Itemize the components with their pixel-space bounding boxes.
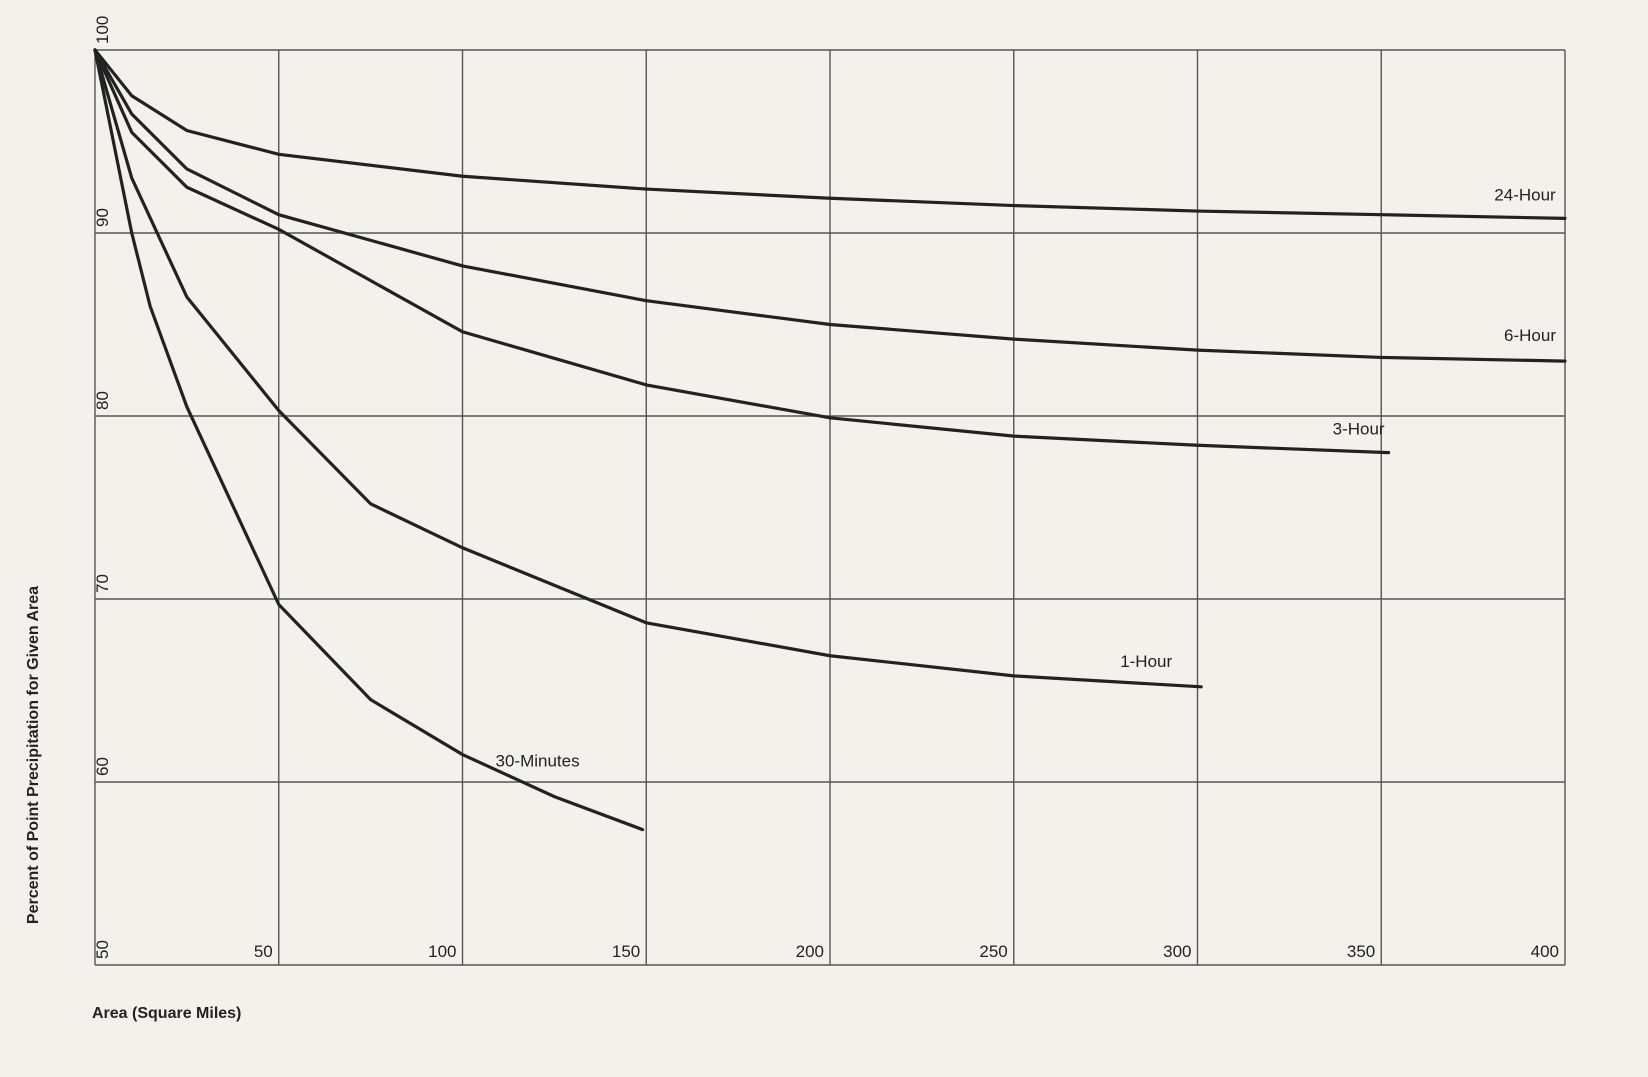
line-series bbox=[93, 48, 645, 832]
series-label: 6-Hour bbox=[1504, 326, 1556, 345]
series-label: 1-Hour bbox=[1120, 652, 1172, 671]
line-series bbox=[93, 48, 1203, 689]
y-tick-label: 70 bbox=[93, 574, 112, 593]
x-tick-label: 400 bbox=[1531, 942, 1559, 961]
y-axis-title: Percent of Point Precipitation for Given… bbox=[25, 586, 42, 924]
x-axis-title: Area (Square Miles) bbox=[92, 1005, 241, 1022]
y-tick-label: 60 bbox=[93, 757, 112, 776]
line-series bbox=[93, 48, 1567, 363]
series-label: 24-Hour bbox=[1494, 185, 1556, 204]
y-tick-label: 80 bbox=[93, 391, 112, 410]
x-tick-label: 50 bbox=[254, 942, 273, 961]
x-tick-label: 350 bbox=[1347, 942, 1375, 961]
series-label: 3-Hour bbox=[1333, 420, 1385, 439]
x-tick-label: 100 bbox=[428, 942, 456, 961]
series-label: 30-Minutes bbox=[496, 752, 580, 771]
line-series bbox=[93, 48, 1567, 220]
line-series bbox=[93, 48, 1391, 455]
x-tick-label: 250 bbox=[979, 942, 1007, 961]
x-tick-label: 300 bbox=[1163, 942, 1191, 961]
y-tick-label: 90 bbox=[93, 208, 112, 227]
x-tick-label: 150 bbox=[612, 942, 640, 961]
y-tick-label: 100 bbox=[93, 16, 112, 44]
y-tick-label: 50 bbox=[93, 940, 112, 959]
x-tick-label: 200 bbox=[796, 942, 824, 961]
